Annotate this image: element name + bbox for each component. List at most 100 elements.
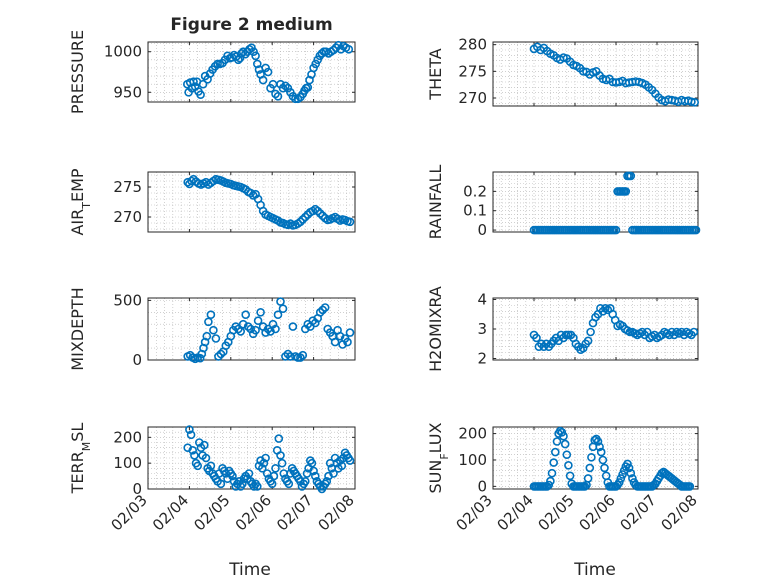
data-point [296,217,305,227]
data-point [549,458,559,467]
data-point [600,463,609,473]
data-point [261,453,270,463]
chart-title: Figure 2 medium [170,15,332,35]
y-tick-label: 0.2 [463,182,487,200]
data-point [273,92,283,101]
data-point [298,350,308,360]
data-point [201,453,211,463]
data-point [585,463,595,473]
data-point [211,334,221,343]
data-point [238,479,247,489]
data-point [235,53,245,63]
data-point [193,461,202,471]
data-point [278,83,288,93]
y-axis-label: SUNFLUX [426,422,451,493]
data-point [202,331,212,341]
data-point [532,333,541,343]
data-point [598,455,608,465]
data-point [196,90,205,99]
y-tick-label: 2 [477,350,487,368]
x-tick-label: 02/03 [108,491,151,534]
data-point [559,431,568,441]
data-point [251,51,260,61]
y-axis-label: THETA [426,48,445,100]
y-axis-label-main: TERR [68,451,87,494]
data-point [345,328,355,337]
axis-frame [147,41,356,103]
data-point [550,447,560,457]
data-point [309,466,318,476]
data-point [277,458,287,468]
data-point [345,217,355,227]
y-tick-label: 200 [458,425,487,443]
panel-airtemp: 270 275 AIRTEMP [68,168,356,236]
panel-pressure: 950 1000 PRESSURE Figure 2 medium [68,15,356,114]
data-point [281,352,290,361]
data-point [595,442,604,452]
panel-theta: 270 275 280 THETA [426,36,700,107]
data-point [310,318,320,328]
axis-frame [492,41,699,107]
y-axis-label: PRESSURE [68,30,87,114]
panel-rainfall: 00.1 0.2 RAINFALL [426,165,701,239]
data-point [271,463,280,473]
data-point [343,337,352,347]
data-point [244,469,254,478]
data-point [691,225,701,235]
x-tick-label: 02/08 [315,491,358,534]
data-point [337,461,347,471]
y-tick-label: 0.1 [463,202,487,220]
data-point [618,470,627,479]
y-axis-label: H2OMIXRA [426,286,445,372]
data-point [206,461,216,471]
x-tick-label: 02/04 [149,491,192,534]
data-point [216,349,226,359]
data-point [283,349,293,359]
x-tick-label: 02/05 [190,491,233,534]
x-axis-label-right: Time [573,560,616,580]
data-point [257,463,267,473]
data-point [195,353,205,363]
x-tick-label: 02/07 [273,491,316,534]
data-point [276,451,285,460]
y-axis-label-sub: T [80,202,93,210]
data-point [300,212,310,222]
data-point [308,316,318,326]
data-point [189,174,198,184]
y-axis-label: MIXDEPTH [68,287,87,370]
data-point [256,307,265,317]
y-axis-label: AIRTEMP [68,168,93,235]
data-point [687,97,696,106]
data-point [565,471,575,481]
x-tick-label: 02/05 [535,491,578,534]
data-point [198,79,208,89]
y-tick-label: 1000 [104,43,142,61]
y-tick-label: 0 [477,477,487,495]
data-point [259,458,269,468]
data-point [311,59,321,69]
data-point [216,479,226,489]
data-point [263,67,273,77]
data-point [249,47,258,57]
axis-frame [147,171,356,233]
data-point [236,327,245,336]
panel-mixdepth: 0 500 MIXDEPTH [68,287,356,371]
data-point [274,434,284,443]
data-point [623,459,632,469]
data-point [185,425,194,434]
data-point [241,310,250,320]
y-axis-label-rest: SL [68,423,87,442]
data-point [252,59,262,69]
y-tick-label: 100 [458,451,487,469]
data-point [206,310,216,320]
y-tick-label: 0 [477,221,487,239]
data-point [611,225,621,235]
data-point [296,353,305,362]
data-point [251,325,260,335]
data-point [245,44,254,54]
y-tick-label: 100 [113,454,142,472]
y-tick-label: 280 [458,36,487,54]
data-point [307,458,317,468]
